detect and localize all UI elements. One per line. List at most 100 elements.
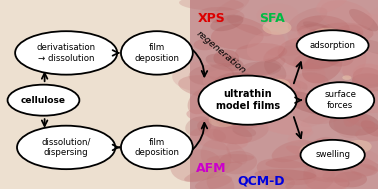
Ellipse shape xyxy=(195,176,232,189)
Ellipse shape xyxy=(263,175,295,189)
Ellipse shape xyxy=(322,165,376,181)
Ellipse shape xyxy=(327,25,363,50)
Ellipse shape xyxy=(241,61,281,76)
Ellipse shape xyxy=(215,108,266,130)
Ellipse shape xyxy=(206,53,244,71)
Ellipse shape xyxy=(361,120,378,137)
Ellipse shape xyxy=(121,31,193,75)
Ellipse shape xyxy=(297,23,332,41)
Ellipse shape xyxy=(288,129,313,143)
Ellipse shape xyxy=(259,75,314,106)
Ellipse shape xyxy=(172,61,233,92)
Bar xyxy=(0,0,190,189)
Ellipse shape xyxy=(201,140,231,173)
Ellipse shape xyxy=(211,0,249,22)
Ellipse shape xyxy=(304,168,362,183)
Ellipse shape xyxy=(360,6,378,36)
Ellipse shape xyxy=(276,62,325,87)
Ellipse shape xyxy=(325,95,363,115)
Ellipse shape xyxy=(256,80,308,100)
Ellipse shape xyxy=(247,79,301,109)
Ellipse shape xyxy=(351,13,378,29)
Text: swelling: swelling xyxy=(315,150,350,160)
Ellipse shape xyxy=(8,85,79,116)
Ellipse shape xyxy=(170,149,221,182)
Ellipse shape xyxy=(344,96,367,127)
Ellipse shape xyxy=(297,15,350,41)
Ellipse shape xyxy=(265,155,329,168)
Ellipse shape xyxy=(306,82,374,118)
Text: film
deposition: film deposition xyxy=(134,138,180,157)
Ellipse shape xyxy=(266,46,311,56)
Ellipse shape xyxy=(207,154,254,163)
Ellipse shape xyxy=(247,31,285,61)
Ellipse shape xyxy=(121,126,193,169)
Ellipse shape xyxy=(335,91,374,110)
Ellipse shape xyxy=(309,137,339,164)
Ellipse shape xyxy=(211,24,264,50)
Ellipse shape xyxy=(235,43,287,61)
Ellipse shape xyxy=(210,15,243,31)
Ellipse shape xyxy=(204,87,265,115)
Ellipse shape xyxy=(327,52,353,67)
Text: film
deposition: film deposition xyxy=(134,43,180,63)
Ellipse shape xyxy=(301,111,333,127)
Ellipse shape xyxy=(226,15,272,36)
Ellipse shape xyxy=(257,115,312,136)
Ellipse shape xyxy=(266,81,304,108)
Ellipse shape xyxy=(209,91,233,108)
Ellipse shape xyxy=(203,69,252,92)
Ellipse shape xyxy=(337,149,378,172)
Ellipse shape xyxy=(320,0,373,32)
Ellipse shape xyxy=(225,97,279,108)
Ellipse shape xyxy=(316,0,350,13)
Ellipse shape xyxy=(241,108,264,119)
Ellipse shape xyxy=(349,9,378,31)
Ellipse shape xyxy=(197,119,253,144)
Ellipse shape xyxy=(312,138,341,154)
Ellipse shape xyxy=(189,64,234,85)
Ellipse shape xyxy=(194,39,216,50)
Ellipse shape xyxy=(179,0,244,11)
Ellipse shape xyxy=(263,46,285,63)
Ellipse shape xyxy=(17,126,115,169)
Ellipse shape xyxy=(218,151,257,174)
Ellipse shape xyxy=(186,109,216,122)
Ellipse shape xyxy=(243,57,285,79)
Ellipse shape xyxy=(15,31,117,75)
Ellipse shape xyxy=(293,72,328,90)
Ellipse shape xyxy=(293,51,337,71)
Ellipse shape xyxy=(257,158,317,185)
Text: cellulose: cellulose xyxy=(21,96,66,105)
Ellipse shape xyxy=(352,73,378,88)
Text: adsorption: adsorption xyxy=(310,41,356,50)
Ellipse shape xyxy=(185,116,212,136)
Text: surface
forces: surface forces xyxy=(324,91,356,110)
Ellipse shape xyxy=(240,74,293,93)
Ellipse shape xyxy=(353,64,378,85)
Ellipse shape xyxy=(227,96,250,116)
Ellipse shape xyxy=(266,79,290,91)
Text: AFM: AFM xyxy=(197,162,227,175)
Ellipse shape xyxy=(303,160,335,189)
Ellipse shape xyxy=(198,76,297,125)
Ellipse shape xyxy=(337,108,375,129)
Ellipse shape xyxy=(272,140,314,162)
Ellipse shape xyxy=(226,143,247,164)
Ellipse shape xyxy=(297,30,369,60)
Ellipse shape xyxy=(206,129,226,142)
Ellipse shape xyxy=(207,172,234,189)
Ellipse shape xyxy=(228,91,263,124)
Ellipse shape xyxy=(306,141,356,165)
Ellipse shape xyxy=(202,96,229,123)
Ellipse shape xyxy=(342,49,366,79)
Ellipse shape xyxy=(314,88,370,114)
Text: QCM-D: QCM-D xyxy=(237,175,285,188)
Ellipse shape xyxy=(353,67,378,92)
Text: regeneration: regeneration xyxy=(195,29,248,75)
Ellipse shape xyxy=(329,149,378,168)
Ellipse shape xyxy=(257,4,299,28)
Ellipse shape xyxy=(346,140,372,153)
Ellipse shape xyxy=(350,38,378,56)
Ellipse shape xyxy=(299,144,327,158)
